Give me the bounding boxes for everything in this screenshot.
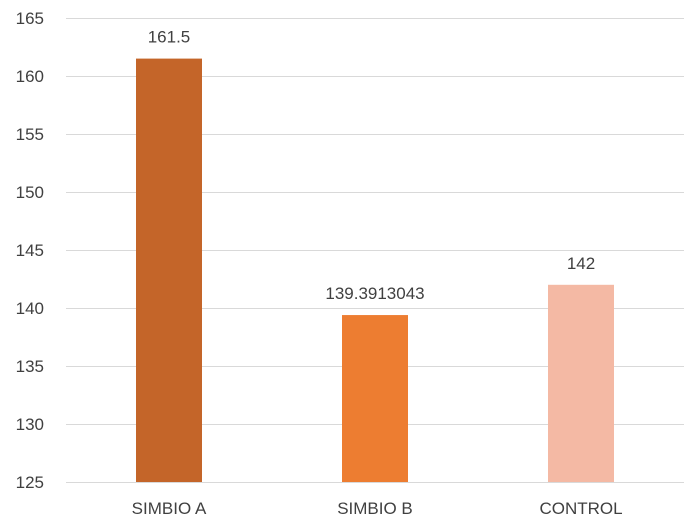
bar-simbio-a xyxy=(136,58,202,482)
bar-control xyxy=(548,284,614,482)
y-axis-tick-labels: 125 130 135 140 145 150 155 160 165 xyxy=(16,9,44,492)
y-tick-label: 125 xyxy=(16,473,44,492)
bar-simbio-b xyxy=(342,315,408,482)
x-tick-label: SIMBIO B xyxy=(337,499,413,518)
y-tick-label: 140 xyxy=(16,299,44,318)
y-tick-label: 145 xyxy=(16,241,44,260)
y-tick-label: 160 xyxy=(16,67,44,86)
data-label: 139.3913043 xyxy=(325,284,424,303)
y-tick-label: 165 xyxy=(16,9,44,28)
x-axis-tick-labels: SIMBIO A SIMBIO B CONTROL xyxy=(132,499,623,518)
bars xyxy=(136,58,614,482)
x-tick-label: SIMBIO A xyxy=(132,499,207,518)
y-tick-label: 155 xyxy=(16,125,44,144)
y-tick-label: 135 xyxy=(16,357,44,376)
x-tick-label: CONTROL xyxy=(539,499,622,518)
y-tick-label: 130 xyxy=(16,415,44,434)
data-labels: 161.5 139.3913043 142 xyxy=(148,28,595,303)
data-label: 161.5 xyxy=(148,28,191,47)
data-label: 142 xyxy=(567,254,595,273)
y-tick-label: 150 xyxy=(16,183,44,202)
